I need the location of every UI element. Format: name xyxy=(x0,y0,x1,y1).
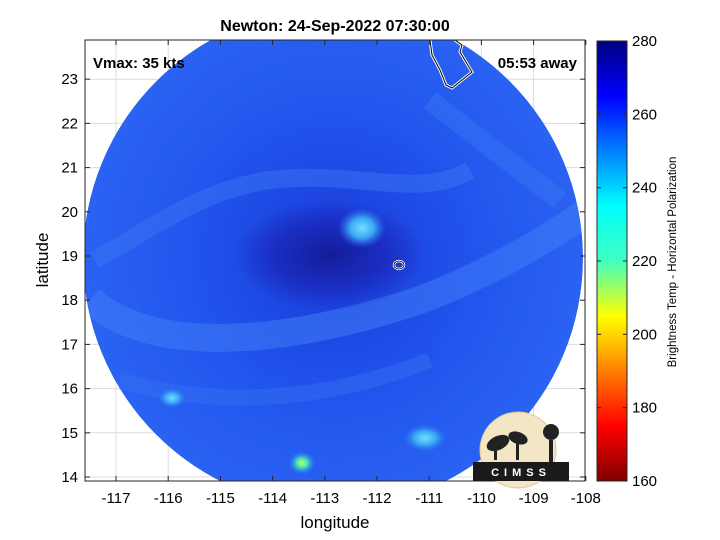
y-tick-label: 14 xyxy=(61,469,78,486)
colorbar-tick-label: 220 xyxy=(632,253,657,270)
y-tick-label: 19 xyxy=(61,248,78,265)
x-tick-label: -114 xyxy=(258,490,287,507)
vmax-label: Vmax: 35 kts xyxy=(93,55,185,72)
colorbar-tick-label: 280 xyxy=(632,33,657,50)
y-tick-label: 22 xyxy=(61,115,78,132)
logo-text: CIMSS xyxy=(491,467,551,479)
satellite-swath xyxy=(85,40,583,481)
chart-title: Newton: 24-Sep-2022 07:30:00 xyxy=(220,18,450,35)
colorbar-ticks: 160 180 200 220 240 260 280 xyxy=(597,33,657,490)
y-axis-label: latitude xyxy=(33,233,52,288)
x-tick-label: -110 xyxy=(467,490,496,507)
x-tick-label: -116 xyxy=(154,490,183,507)
x-tick-label: -112 xyxy=(363,490,392,507)
colorbar xyxy=(596,40,628,482)
x-tick-label: -117 xyxy=(102,490,131,507)
colorbar-label: Brightness Temp - Horizontal Polarizatio… xyxy=(667,157,679,368)
y-tick-label: 16 xyxy=(61,381,78,398)
y-tick-label: 21 xyxy=(61,160,78,177)
x-tick-label: -111 xyxy=(415,490,443,507)
y-tick-label: 18 xyxy=(61,292,78,309)
colorbar-tick-label: 240 xyxy=(632,180,657,197)
time-away-label: 05:53 away xyxy=(498,55,578,72)
x-tick-label: -115 xyxy=(206,490,235,507)
colorbar-tick-label: 200 xyxy=(632,326,657,343)
y-tick-label: 20 xyxy=(61,204,78,221)
y-tick-label: 23 xyxy=(61,71,78,88)
x-tick-label: -113 xyxy=(310,490,339,507)
y-tick-label: 17 xyxy=(61,336,78,353)
axes-frame xyxy=(84,39,586,482)
colorbar-tick-label: 160 xyxy=(632,473,657,490)
y-tick-label: 15 xyxy=(61,425,78,442)
x-tick-label: -109 xyxy=(519,490,549,507)
colorbar-tick-label: 260 xyxy=(632,106,657,123)
colorbar-tick-label: 180 xyxy=(632,400,657,417)
x-tick-label: -108 xyxy=(571,490,601,507)
y-axis-ticks: 14 15 16 17 18 19 20 21 22 23 xyxy=(61,71,585,486)
x-axis-label: longitude xyxy=(300,513,369,532)
x-axis-ticks: -117 -116 -115 -114 -113 -112 -111 -110 -109 -108 xyxy=(102,40,601,507)
cimss-logo: CIMSS xyxy=(473,411,569,489)
